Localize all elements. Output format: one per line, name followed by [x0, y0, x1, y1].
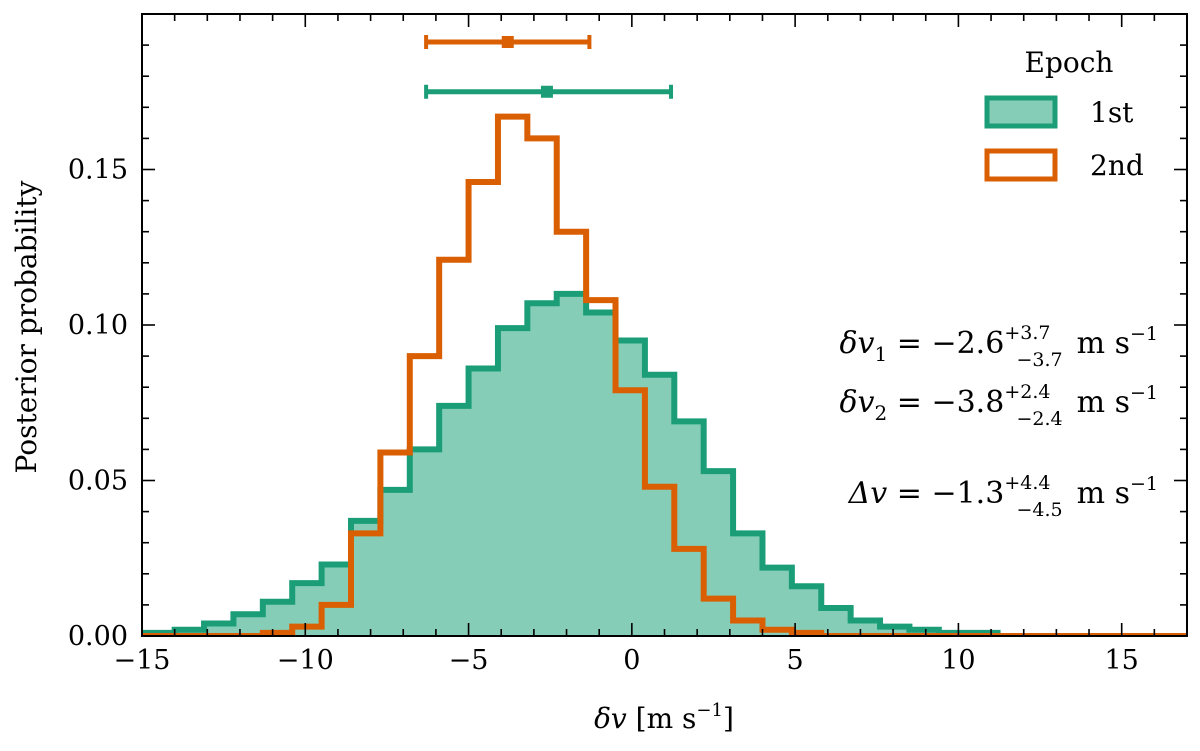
errorbar-2nd	[424, 34, 592, 49]
axes: −15 −10 −5 0 5 10 15 0.00 0.05 0.10 0.15	[68, 13, 1188, 676]
hist-bar-2nd	[704, 599, 733, 636]
hist-fill-1st	[142, 293, 1187, 636]
x-tick-label: −10	[277, 645, 334, 676]
plot-area	[142, 113, 1187, 636]
annotation-2: δv2 = −3.8+2.4 −2.4 m s−1	[840, 381, 1159, 430]
legend: Epoch 1st 2nd	[984, 46, 1144, 182]
legend-title: Epoch	[1025, 46, 1114, 79]
legend-label-2nd: 2nd	[1090, 149, 1144, 182]
hist-bar-2nd	[616, 390, 645, 636]
series-1st	[142, 290, 1187, 636]
errorbar-center-2nd	[501, 35, 514, 48]
x-tick-label: 10	[941, 645, 975, 676]
hist-bar-2nd	[322, 605, 351, 636]
hist-bar-2nd	[527, 138, 556, 636]
hist-bar-2nd	[439, 260, 468, 636]
hist-bar-1st	[821, 608, 850, 636]
x-tick-label: −15	[114, 645, 171, 676]
hist-bar-2nd	[469, 182, 498, 636]
hist-bar-2nd	[351, 533, 380, 636]
y-axis-label: Posterior probability	[10, 180, 43, 473]
y-tick-label: 0.00	[68, 621, 128, 652]
x-tick-label: 0	[623, 645, 640, 676]
hist-outline-1st	[142, 290, 1187, 636]
errorbar-1st	[424, 84, 674, 99]
y-tick-label: 0.10	[68, 310, 128, 341]
hist-bar-1st	[792, 586, 821, 636]
hist-bar-1st	[762, 568, 791, 636]
error-bars	[424, 34, 674, 99]
annotation-1: δv1 = −2.6+3.7 −3.7 m s−1	[840, 322, 1159, 371]
legend-swatch-2nd	[984, 148, 1058, 182]
annotations: δv1 = −2.6+3.7 −3.7 m s−1 δv2 = −3.8+2.4 −2.…	[840, 322, 1159, 521]
hist-outline-2nd	[142, 113, 1187, 636]
annotation-3: Δv = −1.3+4.4 −4.5 m s−1	[848, 472, 1158, 521]
y-tick-label: 0.05	[68, 466, 128, 497]
hist-bar-2nd	[410, 356, 439, 636]
hist-bar-2nd	[380, 453, 409, 636]
hist-bar-2nd	[557, 232, 586, 636]
legend-label-1st: 1st	[1090, 96, 1134, 129]
hist-bar-2nd	[674, 549, 703, 636]
hist-bar-1st	[233, 614, 262, 636]
errorbar-center-1st	[540, 85, 553, 98]
hist-bar-2nd	[586, 300, 615, 636]
x-axis-label: δv [m s−1]	[594, 700, 734, 735]
x-tick-label: 15	[1105, 645, 1139, 676]
y-tick-label: 0.15	[68, 155, 128, 186]
hist-bar-2nd	[645, 487, 674, 636]
x-tick-label: −5	[449, 645, 489, 676]
series-2nd	[142, 113, 1187, 636]
hist-bar-2nd	[498, 117, 527, 636]
legend-swatch-1st	[984, 95, 1058, 129]
x-tick-label: 5	[787, 645, 804, 676]
